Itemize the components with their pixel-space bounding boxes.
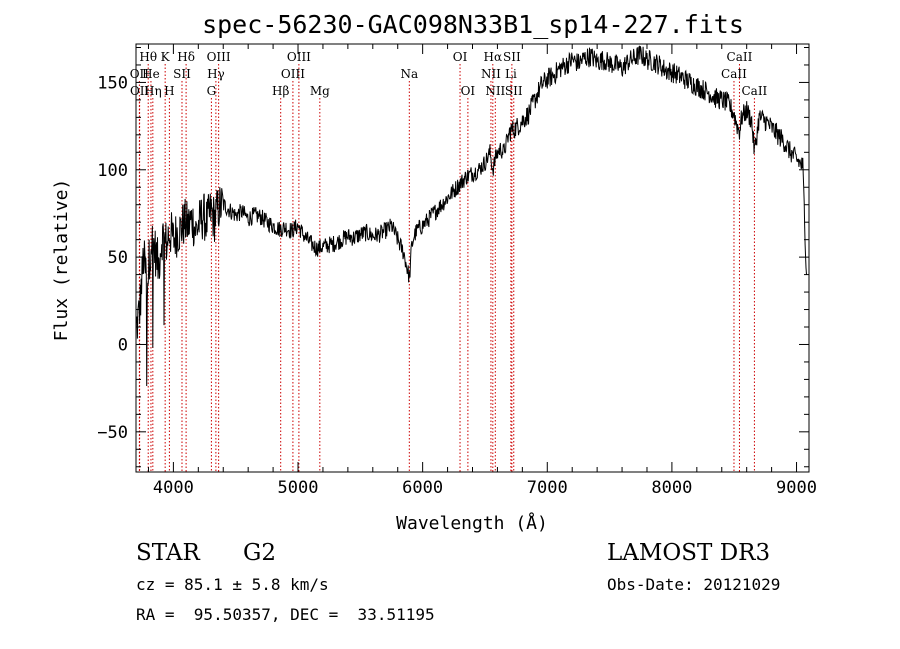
line-marker-label: Na [400,67,418,81]
line-marker-label: CaII [721,67,747,81]
axis-ticks: 4000 5000 6000 7000 8000 9000 −50 0 50 100 150 [97,44,817,498]
survey-name: LAMOST DR3 [607,540,770,566]
y-tick-label: 100 [97,161,128,181]
line-marker-label: OI [461,84,476,98]
x-axis-label: Wavelength (Å) [396,512,548,534]
chart-title: spec-56230-GAC098N33B1_sp14-227.fits [202,10,744,39]
line-markers [138,64,755,472]
object-class: STAR [136,540,200,566]
spectrum-series-line [135,45,807,387]
redshift-value: cz = 85.1 ± 5.8 km/s [136,575,329,594]
observation-date: Obs-Date: 20121029 [607,575,780,594]
line-marker-label: K [161,50,171,64]
y-tick-label: 50 [108,248,128,268]
line-marker-label: OII [130,67,150,81]
line-marker-label: Mg [310,84,330,98]
x-tick-label: 9000 [776,478,817,498]
line-marker-label: H [164,84,174,98]
line-marker-label: NII [481,67,501,81]
x-tick-label: 5000 [278,478,319,498]
y-tick-label: 150 [97,73,128,93]
line-marker-label: SII [503,50,521,64]
line-marker-label: NII [485,84,505,98]
x-tick-label: 7000 [527,478,568,498]
line-marker-label: He [142,67,160,81]
line-marker-label: Hδ [177,50,195,64]
line-marker-label: Hα [484,50,503,64]
line-marker-label: SII [173,67,191,81]
line-marker-label: Hη [144,84,162,98]
line-marker-label: G [207,84,217,98]
line-marker-label: CaII [727,50,753,64]
line-marker-label: Hγ [207,67,225,81]
line-marker-label: SII [505,84,523,98]
line-marker-label: Hβ [272,84,289,98]
y-tick-label: 0 [118,335,128,355]
x-tick-label: 4000 [153,478,194,498]
line-marker-label: OI [453,50,468,64]
line-marker-label: OII [130,84,150,98]
line-marker-label: Li [505,67,517,81]
y-tick-label: −50 [97,423,128,443]
coordinates: RA = 95.50357, DEC = 33.51195 [136,605,435,624]
line-marker-label: Hθ [139,50,157,64]
line-marker-label: OIII [281,67,305,81]
y-axis-label: Flux (relative) [51,179,72,342]
x-tick-label: 6000 [402,478,443,498]
line-marker-label: OIII [287,50,311,64]
line-marker-label: OIII [207,50,231,64]
plot-frame [135,43,810,473]
spectral-subclass: G2 [243,540,276,566]
line-marker-label: CaII [741,84,767,98]
x-tick-label: 8000 [651,478,692,498]
